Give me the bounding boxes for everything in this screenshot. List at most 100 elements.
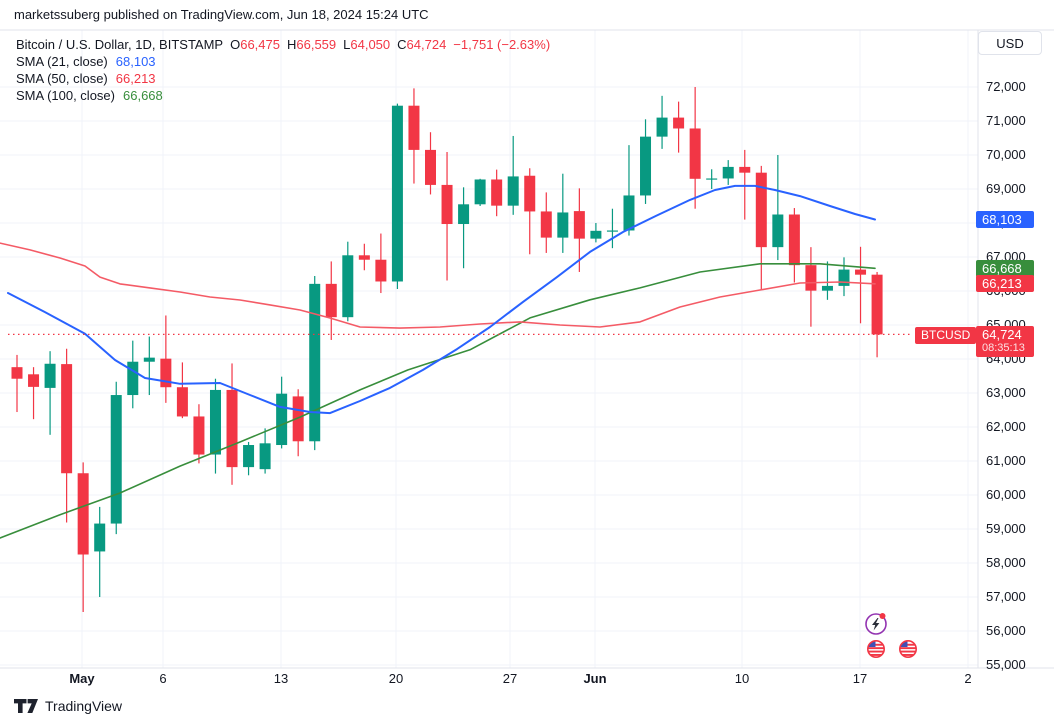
candle-body xyxy=(143,357,155,362)
symbol-title[interactable]: Bitcoin / U.S. Dollar, 1D, BITSTAMP xyxy=(16,37,224,52)
candle-body xyxy=(441,184,453,225)
candle-body xyxy=(309,283,321,442)
indicator-row-sma50[interactable]: SMA (50, close) 66,213 xyxy=(16,70,550,87)
bar-close-countdown: 08:35:13 xyxy=(982,341,1025,354)
candle-body xyxy=(557,212,569,238)
candle-body xyxy=(640,136,652,196)
sma21-label: SMA (21, close) xyxy=(16,54,108,69)
candle-body xyxy=(788,214,800,266)
tradingview-footer: TradingView xyxy=(14,698,122,714)
candle-body xyxy=(474,179,486,205)
time-axis[interactable]: May 6 13 20 27 Jun 10 17 2 xyxy=(0,668,1054,694)
sma21-value: 68,103 xyxy=(115,54,156,69)
plot-area xyxy=(0,30,978,668)
economic-event-lightning-icon[interactable] xyxy=(865,613,887,635)
candle-body xyxy=(838,269,850,286)
low-value: 64,050 xyxy=(350,37,391,52)
sma-line[interactable] xyxy=(0,262,876,539)
candle-body xyxy=(28,374,40,387)
candle-body xyxy=(739,166,751,173)
open-label: O xyxy=(230,37,241,52)
indicator-row-sma21[interactable]: SMA (21, close) 68,103 xyxy=(16,53,550,70)
time-tick-label: 10 xyxy=(734,671,750,686)
time-tick-label: 20 xyxy=(388,671,404,686)
sma100-value: 66,668 xyxy=(123,88,163,103)
change-value: −1,751 (−2.63%) xyxy=(453,37,551,52)
price-tick-label: 56,000 xyxy=(986,623,1026,638)
candle-body xyxy=(408,105,420,150)
candle-body xyxy=(722,166,734,179)
candle-body xyxy=(358,255,370,260)
price-tick-label: 71,000 xyxy=(986,113,1026,128)
candle-body xyxy=(821,285,833,291)
last-price-value: 64,724 xyxy=(982,326,1022,342)
sma100-label: SMA (100, close) xyxy=(16,88,115,103)
candle-body xyxy=(540,211,552,238)
price-tick-label: 57,000 xyxy=(986,589,1026,604)
close-label: C xyxy=(397,37,407,52)
price-tick-label: 55,000 xyxy=(986,657,1026,672)
candle-body xyxy=(606,230,618,232)
sma-line[interactable] xyxy=(0,242,876,329)
candle-body xyxy=(458,204,470,225)
high-label: H xyxy=(286,37,297,52)
candle-body xyxy=(656,117,668,137)
candle-body xyxy=(706,178,718,180)
candle-body xyxy=(425,149,436,185)
symbol-price-label: BTCUSD xyxy=(915,327,977,344)
candle-body xyxy=(209,389,221,455)
sma-line[interactable] xyxy=(7,184,876,415)
us-flag-event-icon[interactable] xyxy=(866,639,885,658)
candle-body xyxy=(855,269,867,275)
price-tick-label: 61,000 xyxy=(986,453,1026,468)
candle-body xyxy=(176,387,188,417)
price-tick-label: 62,000 xyxy=(986,419,1026,434)
candle-body xyxy=(61,364,73,474)
sma100-price-badge: 66,668 xyxy=(976,259,1034,277)
price-tick-label: 69,000 xyxy=(986,181,1026,196)
candle-body xyxy=(243,445,255,468)
price-tick-label: 70,000 xyxy=(986,147,1026,162)
currency-toggle-button[interactable]: USD xyxy=(978,31,1042,55)
time-tick-label: 13 xyxy=(273,671,289,686)
candle-body xyxy=(259,443,271,470)
time-tick-label: May xyxy=(69,671,95,686)
candle-body xyxy=(772,214,784,248)
candle-body xyxy=(507,176,519,206)
price-axis[interactable]: 72,00071,00070,00069,00068,00067,00066,0… xyxy=(976,30,1054,672)
legend: Bitcoin / U.S. Dollar, 1D, BITSTAMP O66,4… xyxy=(16,36,550,104)
last-price-badge: 64,724 08:35:13 xyxy=(976,325,1034,357)
candle-body xyxy=(755,172,767,248)
price-tick-label: 60,000 xyxy=(986,487,1026,502)
close-value: 64,724 xyxy=(406,37,447,52)
candle-body xyxy=(226,389,238,468)
us-flag-event-icon[interactable] xyxy=(898,639,917,658)
price-tick-label: 59,000 xyxy=(986,521,1026,536)
time-tick-label: 27 xyxy=(502,671,518,686)
price-tick-label: 72,000 xyxy=(986,79,1026,94)
sma50-value: 66,213 xyxy=(115,71,156,86)
sma21-price-badge: 68,103 xyxy=(976,210,1034,228)
candle-body xyxy=(276,393,288,446)
sma50-label: SMA (50, close) xyxy=(16,71,108,86)
high-value: 66,559 xyxy=(296,37,337,52)
candle-body xyxy=(11,367,23,379)
indicator-row-sma100[interactable]: SMA (100, close) 66,668 xyxy=(16,87,550,104)
tradingview-logo-text[interactable]: TradingView xyxy=(45,698,123,714)
tradingview-logo-icon[interactable] xyxy=(14,698,38,714)
candle-body xyxy=(805,265,817,291)
candle-body xyxy=(623,195,635,231)
candle-body xyxy=(325,283,337,318)
candle-body xyxy=(94,523,106,552)
candle-body xyxy=(673,117,685,129)
low-label: L xyxy=(343,37,351,52)
candle-body xyxy=(590,230,602,239)
sma50-price-badge: 66,213 xyxy=(976,275,1034,293)
candle-body xyxy=(391,105,403,282)
candle-body xyxy=(573,211,585,239)
candle-body xyxy=(110,395,122,524)
price-tick-label: 63,000 xyxy=(986,385,1026,400)
time-tick-label: Jun xyxy=(583,671,607,686)
